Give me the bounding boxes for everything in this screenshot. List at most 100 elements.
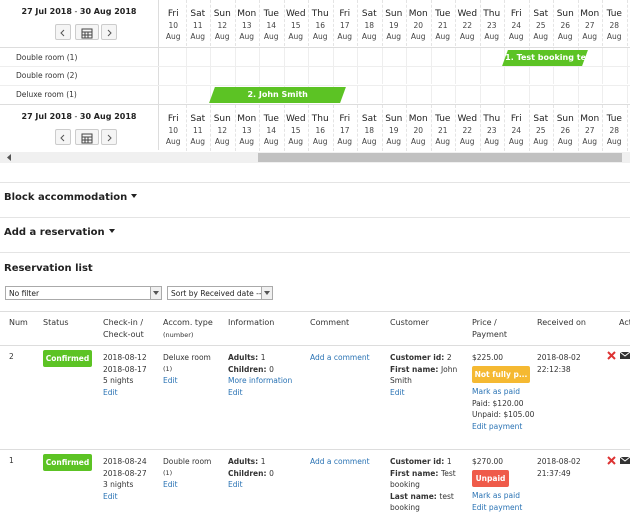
select-value: No filter [9, 289, 40, 298]
day-number: 24 [511, 21, 522, 30]
cell-line[interactable]: Edit [163, 479, 225, 491]
cell-line [553, 85, 554, 103]
cell-line[interactable]: More information [228, 375, 306, 387]
column-label: Accom. type [163, 318, 213, 327]
next-button[interactable] [101, 129, 117, 145]
cell-text: Adults: [228, 353, 261, 362]
select[interactable]: No filter [5, 286, 162, 300]
link[interactable]: Mark as paid [472, 387, 520, 396]
weekday: Sun [556, 114, 574, 124]
month: Aug [190, 137, 206, 146]
cell-line [602, 85, 603, 103]
status-badge: Not fully p... [472, 366, 530, 383]
select-value: Sort by Received date -- [171, 289, 262, 298]
select[interactable]: Sort by Received date -- [167, 286, 273, 300]
scroll-thumb[interactable] [258, 153, 622, 162]
cell-line[interactable]: Add a comment [310, 456, 386, 468]
link[interactable]: Edit [228, 387, 243, 397]
prev-button[interactable] [55, 129, 71, 145]
cell-line: Customer id: 2 [390, 352, 462, 364]
column-line [479, 0, 481, 46]
select-arrow[interactable] [150, 287, 161, 299]
cell-text: Double room [163, 457, 212, 466]
day-number: 28 [609, 126, 620, 135]
link[interactable]: Add a comment [310, 457, 370, 466]
link[interactable]: Edit [103, 491, 118, 501]
weekday: Sat [533, 114, 549, 124]
link[interactable]: Mark as paid [472, 491, 520, 500]
booking-label[interactable]: 1. Test booking te [505, 53, 587, 62]
cell-text: 2018-08-02 [537, 457, 581, 466]
cell-line: Double room [163, 456, 225, 468]
cell: Customer id: 1 First name: Test booking La… [390, 456, 462, 513]
link[interactable]: Add a comment [310, 353, 370, 362]
date-range: 27 Jul 2018 - 30 Aug 2018 [0, 112, 158, 121]
link[interactable]: Edit [228, 480, 243, 489]
link[interactable]: Edit payment [472, 502, 523, 512]
day-number: 22 [462, 126, 473, 135]
weekday: Tue [606, 9, 622, 19]
column-line [577, 105, 579, 151]
cell-line[interactable]: Edit payment [472, 502, 538, 513]
cell-text: 1 [260, 457, 266, 466]
column-label: Status [43, 318, 69, 327]
column-line [528, 0, 530, 46]
cell-line[interactable]: Edit [103, 491, 159, 503]
cell-text: 2018-08-12 [103, 353, 147, 362]
row-actions[interactable] [607, 351, 630, 361]
booking-bar[interactable]: 1. Test booking te [502, 50, 588, 66]
section-toggle[interactable]: Add a reservation [4, 227, 117, 238]
day-number: 21 [437, 21, 448, 30]
row-actions[interactable] [607, 456, 630, 466]
cell-text: 21:37:49 [537, 468, 571, 478]
cell-line[interactable]: Edit payment [472, 421, 538, 433]
cell-line: First name: Test booking [390, 468, 462, 491]
link[interactable]: More information [228, 376, 293, 385]
day-number: 13 [241, 21, 252, 30]
next-button[interactable] [101, 24, 117, 40]
column-line [406, 105, 407, 151]
section-toggle[interactable]: Block accommodation [4, 192, 139, 203]
calendar-button[interactable] [75, 129, 99, 145]
month: Aug [533, 32, 549, 41]
calendar-button[interactable] [75, 24, 99, 40]
day-number: 24 [511, 126, 522, 135]
column-line [185, 105, 187, 151]
link[interactable]: Edit [163, 480, 178, 489]
day-number: 22 [462, 21, 473, 30]
cell-line[interactable]: Edit [390, 387, 462, 399]
status-badge: Confirmed [43, 350, 92, 367]
cell-line[interactable]: Mark as paid [472, 386, 538, 398]
cell-line[interactable]: Add a comment [310, 352, 386, 364]
month: Aug [288, 32, 304, 41]
cell-text: (1) [163, 364, 173, 373]
column-line [283, 105, 285, 151]
select-arrow[interactable] [261, 287, 272, 299]
column-line [234, 105, 236, 151]
column-header: Comment [310, 317, 386, 329]
cell-line[interactable]: Edit [228, 387, 306, 399]
booking-label[interactable]: 2. John Smith [247, 90, 308, 99]
column-line [553, 0, 554, 46]
column-line [332, 105, 334, 151]
cell-line[interactable]: Edit [163, 375, 225, 387]
column-label: Act [619, 318, 630, 327]
cell-text: 3 nights [103, 480, 134, 489]
link[interactable]: Edit payment [472, 421, 523, 431]
scrollbar[interactable] [0, 152, 630, 163]
link[interactable]: Edit [390, 387, 405, 397]
prev-button[interactable] [55, 24, 71, 40]
cell-line [234, 48, 236, 66]
column-line [528, 105, 530, 151]
cell: $270.00 [472, 456, 534, 468]
cell-text: 1 [260, 353, 266, 362]
cell-text: 2018-08-24 [103, 457, 147, 466]
month: Aug [288, 137, 304, 146]
link[interactable]: Edit [163, 376, 178, 385]
link[interactable]: Edit [103, 387, 118, 397]
cell-line [332, 48, 334, 66]
booking-bar[interactable]: 2. John Smith [209, 87, 346, 103]
cell-line[interactable]: Edit [103, 387, 159, 399]
cell-line[interactable]: Mark as paid [472, 490, 538, 502]
cell-line[interactable]: Edit [228, 479, 306, 491]
